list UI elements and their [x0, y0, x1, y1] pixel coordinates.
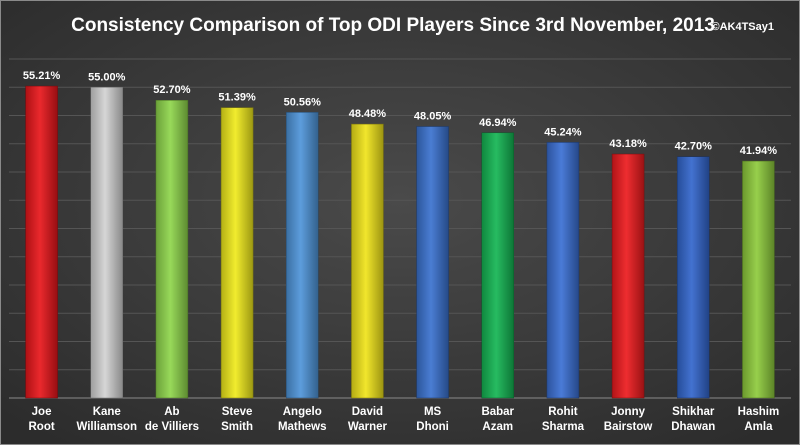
bar-jonny-bairstow — [611, 153, 645, 399]
category-label: Azam — [482, 421, 513, 433]
data-label: 45.24% — [544, 126, 582, 138]
bar-ms-dhoni — [416, 126, 449, 399]
data-label: 48.05% — [414, 111, 452, 123]
bar-steve-smith — [220, 107, 254, 399]
category-label: Ab — [164, 406, 179, 418]
category-label: Babar — [481, 406, 514, 418]
data-label: 48.48% — [349, 108, 387, 120]
data-label: 50.56% — [284, 96, 322, 108]
category-label: Amla — [744, 421, 773, 433]
chart-title: Consistency Comparison of Top ODI Player… — [71, 15, 715, 36]
category-label: Steve — [222, 406, 253, 418]
category-label: Root — [28, 421, 54, 433]
chart-credit: ©AK4TSay1 — [711, 21, 774, 33]
category-label: Hashim — [738, 406, 780, 418]
category-label: Dhoni — [416, 421, 449, 433]
data-label: 52.70% — [153, 84, 191, 96]
category-label: Shikhar — [672, 406, 715, 418]
category-label: Joe — [32, 406, 52, 418]
category-label: Dhawan — [671, 421, 715, 433]
data-label: 51.39% — [218, 92, 256, 104]
bar-angelo-mathews — [286, 112, 319, 399]
bar-hashim-amla — [742, 160, 775, 399]
bar-rohit-sharma — [546, 142, 580, 399]
bar-joe-root — [25, 85, 58, 399]
category-label: Sharma — [542, 421, 585, 433]
data-label: 46.94% — [479, 117, 517, 129]
category-label: Angelo — [283, 406, 322, 418]
category-label: Warner — [348, 421, 388, 433]
category-label: de Villiers — [145, 421, 199, 433]
data-label: 41.94% — [740, 145, 778, 157]
bar-shikhar-dhawan — [677, 156, 710, 399]
data-label: 55.21% — [23, 70, 61, 82]
data-label: 55.00% — [88, 71, 126, 83]
bar-kane-williamson — [90, 87, 123, 399]
category-label: David — [352, 406, 383, 418]
category-label: Rohit — [548, 406, 578, 418]
category-label: MS — [424, 406, 442, 418]
bar-babar-azam — [481, 132, 514, 399]
category-label: Williamson — [76, 421, 137, 433]
bar-ab-de-villiers — [155, 99, 189, 399]
data-label: 43.18% — [609, 138, 647, 150]
category-label: Bairstow — [604, 421, 653, 433]
category-label: Jonny — [611, 406, 645, 418]
bar-david-warner — [351, 123, 384, 399]
data-label: 42.70% — [675, 141, 713, 153]
category-label: Kane — [93, 406, 121, 418]
category-label: Mathews — [278, 421, 327, 433]
category-label: Smith — [221, 421, 253, 433]
